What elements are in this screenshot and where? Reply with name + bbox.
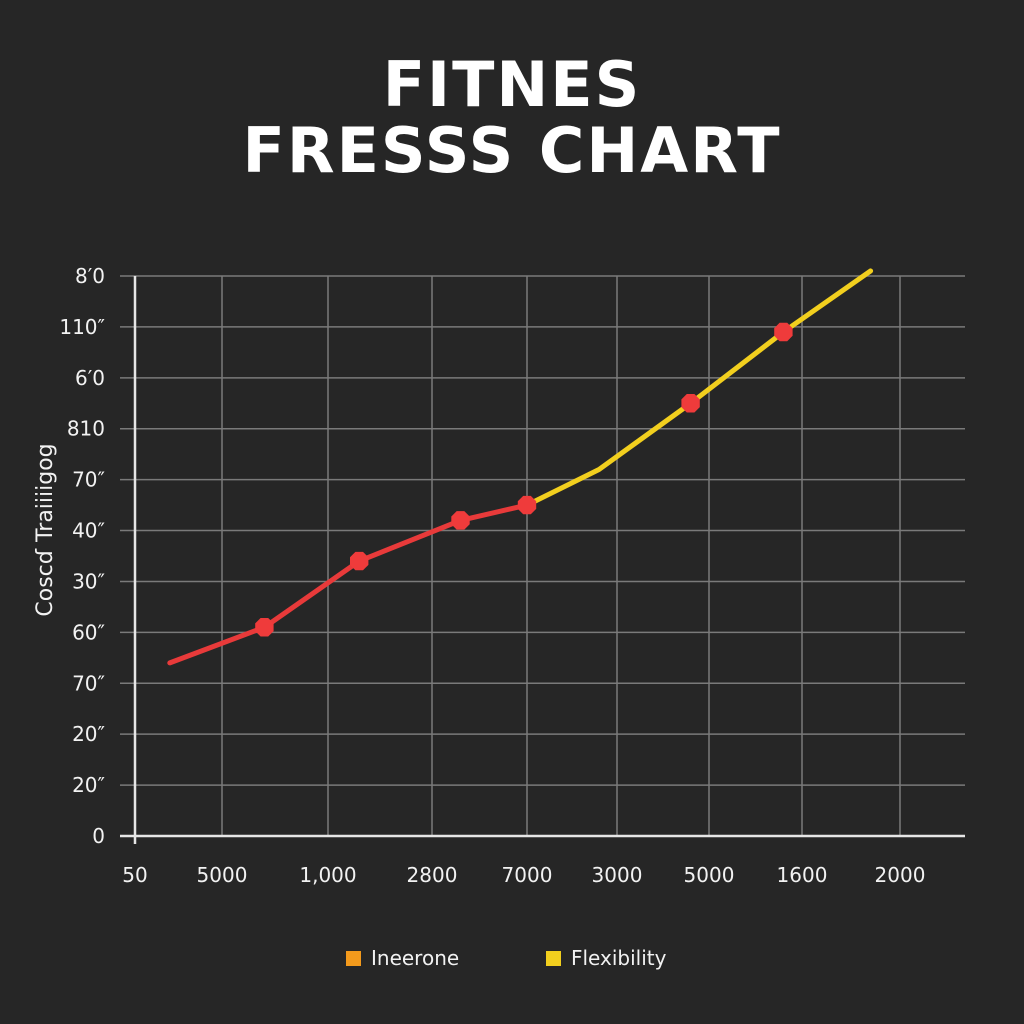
y-tick-label: 30″ bbox=[72, 569, 105, 593]
y-tick-label: 40″ bbox=[72, 519, 105, 543]
x-tick-label: 1600 bbox=[777, 863, 828, 887]
data-point-marker bbox=[517, 495, 537, 515]
y-tick-labels: 0 20″ 20″ 70″ 60″ 30″ 40″ 70″ 810 6′0 110″ 8′0 bbox=[59, 264, 105, 848]
legend-label-flexibility: Flexibility bbox=[571, 946, 667, 970]
chart-title-line-2: FRESSS CHART bbox=[242, 114, 782, 187]
data-point-marker bbox=[681, 394, 700, 413]
series-lines bbox=[167, 268, 874, 666]
legend-item-flexibility: Flexibility bbox=[546, 946, 666, 970]
x-tick-label: 2000 bbox=[875, 863, 926, 887]
series-line-1 bbox=[524, 268, 874, 508]
x-tick-label: 1,000 bbox=[299, 863, 356, 887]
data-point-marker bbox=[774, 322, 793, 342]
x-tick-label: 3000 bbox=[592, 863, 643, 887]
chart-title-line-1: FITNES bbox=[382, 48, 642, 121]
y-tick-label: 20″ bbox=[72, 773, 105, 797]
y-tick-label: 0 bbox=[92, 824, 105, 848]
y-tick-label: 70″ bbox=[72, 671, 105, 695]
y-tick-label: 810 bbox=[67, 417, 105, 441]
legend-swatch-ineerone bbox=[346, 950, 361, 966]
y-tick-label: 6′0 bbox=[75, 366, 105, 390]
data-point-marker bbox=[451, 511, 470, 530]
x-tick-label: 50 bbox=[122, 863, 147, 887]
series-line-0 bbox=[167, 502, 530, 666]
y-tick-label: 60″ bbox=[72, 620, 105, 644]
data-point-marker bbox=[350, 551, 369, 571]
y-tick-label: 8′0 bbox=[75, 264, 105, 288]
x-tick-label: 5000 bbox=[684, 863, 735, 887]
legend-item-ineerone: Ineerone bbox=[346, 946, 459, 970]
legend-swatch-flexibility bbox=[546, 950, 561, 966]
grid bbox=[120, 275, 965, 836]
data-point-marker bbox=[255, 618, 274, 637]
series-markers bbox=[255, 322, 793, 637]
y-tick-label: 110″ bbox=[59, 315, 105, 339]
y-tick-label: 70″ bbox=[72, 468, 105, 492]
y-axis-label: Coscɗ Traiiiigog bbox=[33, 443, 58, 616]
x-tick-label: 5000 bbox=[197, 863, 248, 887]
axes bbox=[120, 276, 965, 844]
y-tick-label: 20″ bbox=[72, 722, 105, 746]
x-tick-label: 7000 bbox=[502, 863, 553, 887]
x-tick-label: 2800 bbox=[407, 863, 458, 887]
x-tick-labels: 50 5000 1,000 2800 7000 3000 5000 1600 2000 bbox=[122, 863, 925, 887]
legend-label-ineerone: Ineerone bbox=[371, 946, 460, 970]
